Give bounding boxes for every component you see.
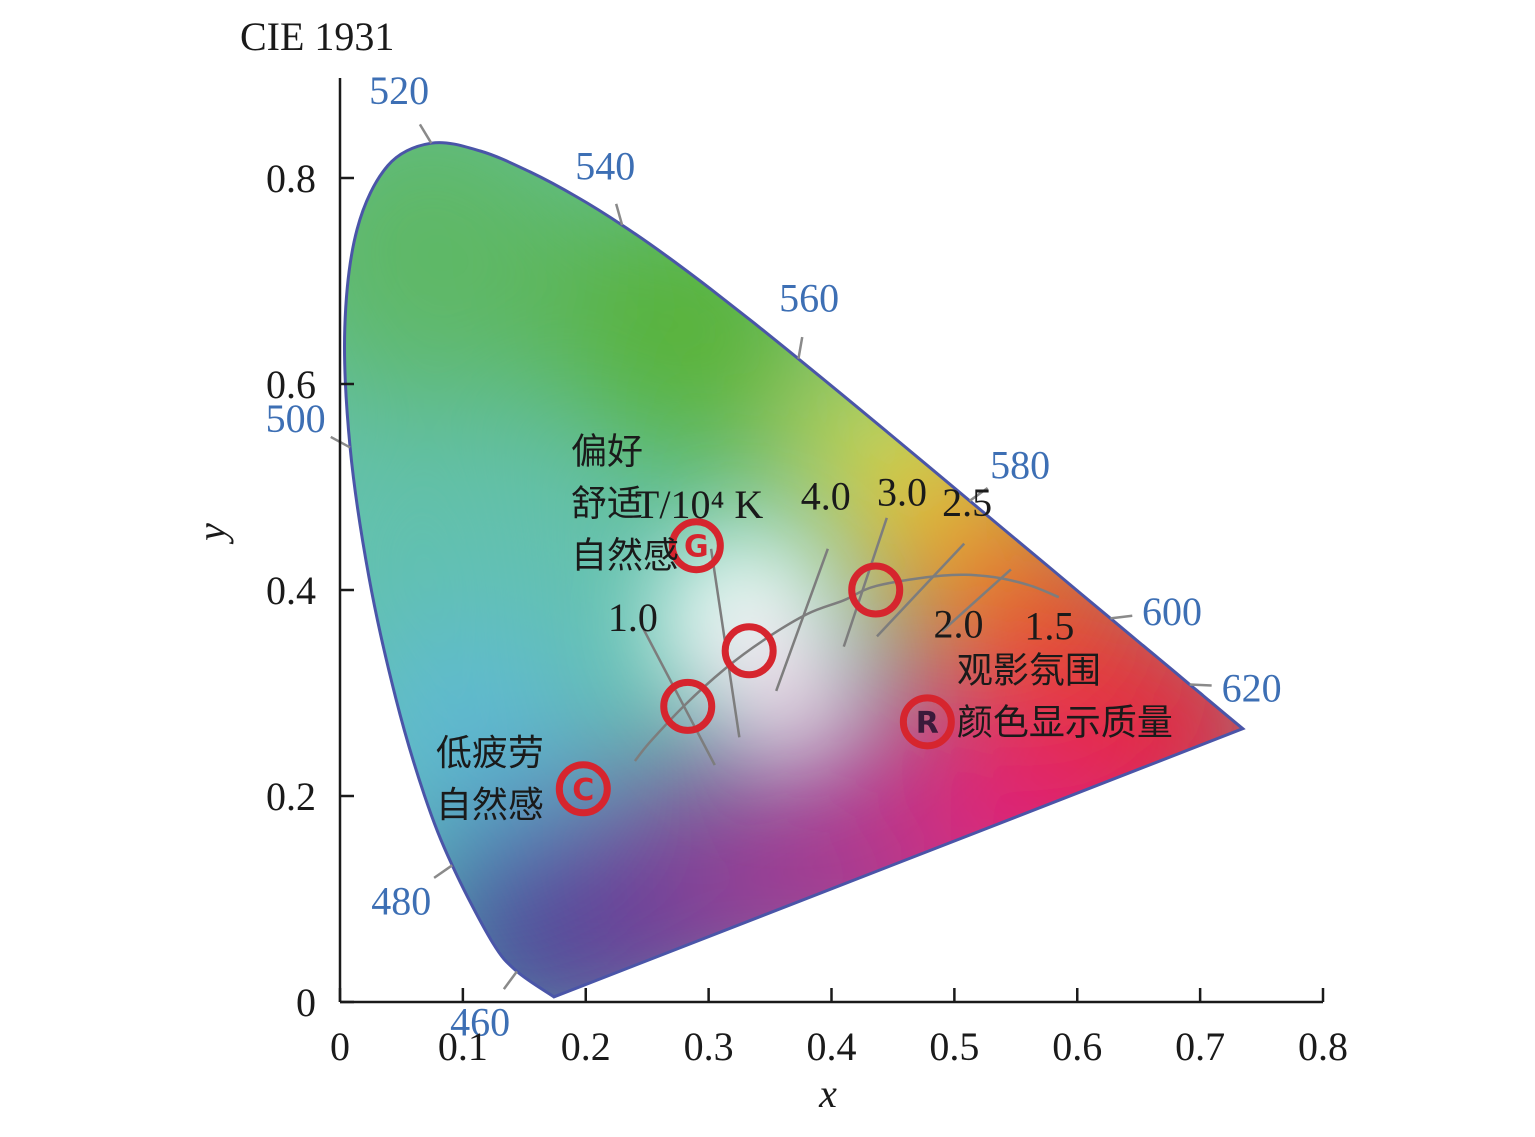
cct-label-5: 2.0	[933, 601, 983, 646]
axes: 0 0.1 0.2 0.3 0.4 0.5 0.6 0.7 0.8 0 0.2 0.4 0.6 0.8	[266, 78, 1348, 1069]
wavelength-label-460: 460	[450, 999, 510, 1044]
wavelength-tick-620	[1189, 683, 1212, 687]
wavelength-label-620: 620	[1222, 666, 1282, 711]
color-temperature-labels: T/10⁴ K1.04.0 3.0 2.52.0 1.5	[608, 470, 1075, 649]
wavelength-tick-480	[433, 864, 453, 879]
isotemperature-lines	[642, 517, 1012, 766]
wavelength-label-560: 560	[779, 276, 839, 321]
x-tick-label: 0.6	[1052, 1024, 1102, 1069]
wavelength-label-520: 520	[369, 68, 429, 113]
x-tick-label: 0.7	[1175, 1024, 1225, 1069]
marker-letter-R: R	[916, 706, 939, 741]
isotherm-line-4	[876, 542, 966, 638]
annotation-2-line-1: 颜色显示质量	[957, 703, 1173, 744]
x-tick-label: 0.3	[684, 1024, 734, 1069]
marker-ring-C	[555, 761, 611, 817]
wavelength-labels: 460 480 500 520 540 560 580 600 620	[266, 68, 1282, 1044]
wavelength-label-600: 600	[1142, 589, 1202, 634]
x-tick-label: 0.5	[929, 1024, 979, 1069]
wavelength-label-580: 580	[990, 443, 1050, 488]
annotation-0-line-2: 自然感	[571, 535, 679, 576]
annotation-0-line-0: 偏好	[571, 431, 643, 472]
chart-title: CIE 1931	[240, 14, 394, 59]
wavelength-tick-540	[614, 203, 624, 226]
y-tick-label: 0.4	[266, 568, 316, 613]
chromaticity-markers: G C R	[555, 518, 955, 817]
x-tick-label: 0.2	[561, 1024, 611, 1069]
annotation-1-line-0: 低疲劳	[436, 733, 544, 774]
isotherm-line-3	[842, 517, 888, 648]
wavelength-tick-520	[418, 123, 433, 144]
wavelength-tick-600	[1110, 614, 1133, 620]
marker-letter-G: G	[684, 530, 709, 565]
spectral-locus-outline	[342, 141, 1246, 999]
y-axis-ticks: 0 0.2 0.4 0.6 0.8	[266, 156, 354, 1025]
planckian-locus	[633, 573, 1060, 762]
cct-label-3: 3.0	[877, 470, 927, 515]
isotherm-line-2	[775, 548, 829, 692]
marker-ring-R	[899, 694, 955, 750]
cct-label-4: 2.5	[942, 480, 992, 525]
wavelength-label-500: 500	[266, 396, 326, 441]
annotation-0-line-1: 舒适	[571, 483, 643, 524]
x-tick-label: 0.4	[807, 1024, 857, 1069]
cct-label-2: 4.0	[801, 474, 851, 519]
wavelength-tick-580	[969, 486, 989, 502]
x-tick-label: 0.1	[438, 1024, 488, 1069]
wavelength-label-480: 480	[371, 879, 431, 924]
y-tick-label: 0	[296, 980, 316, 1025]
y-tick-label: 0.6	[266, 362, 316, 407]
marker-ring-0	[660, 678, 716, 734]
x-tick-label: 0.8	[1298, 1024, 1348, 1069]
annotation-1-line-1: 自然感	[436, 785, 544, 826]
y-tick-label: 0.2	[266, 774, 316, 819]
wavelength-tick-560	[797, 336, 804, 359]
marker-letter-C: C	[572, 773, 594, 808]
wavelength-tick-460	[502, 970, 518, 990]
wavelength-label-540: 540	[575, 143, 635, 188]
isotherm-line-0	[642, 628, 716, 766]
annotation-2-line-0: 观影氛围	[957, 651, 1101, 692]
x-tick-label: 0	[330, 1024, 350, 1069]
marker-ring-1	[721, 623, 777, 679]
x-axis-ticks: 0 0.1 0.2 0.3 0.4 0.5 0.6 0.7 0.8	[330, 988, 1348, 1069]
cct-label-6: 1.5	[1024, 603, 1074, 648]
marker-ring-2	[848, 562, 904, 618]
y-tick-label: 0.8	[266, 156, 316, 201]
y-axis-title: y	[189, 523, 234, 545]
marker-ring-G	[668, 518, 724, 574]
isotherm-line-5	[941, 568, 1012, 633]
x-axis-title: x	[818, 1071, 837, 1116]
cct-label-1: 1.0	[608, 595, 658, 640]
